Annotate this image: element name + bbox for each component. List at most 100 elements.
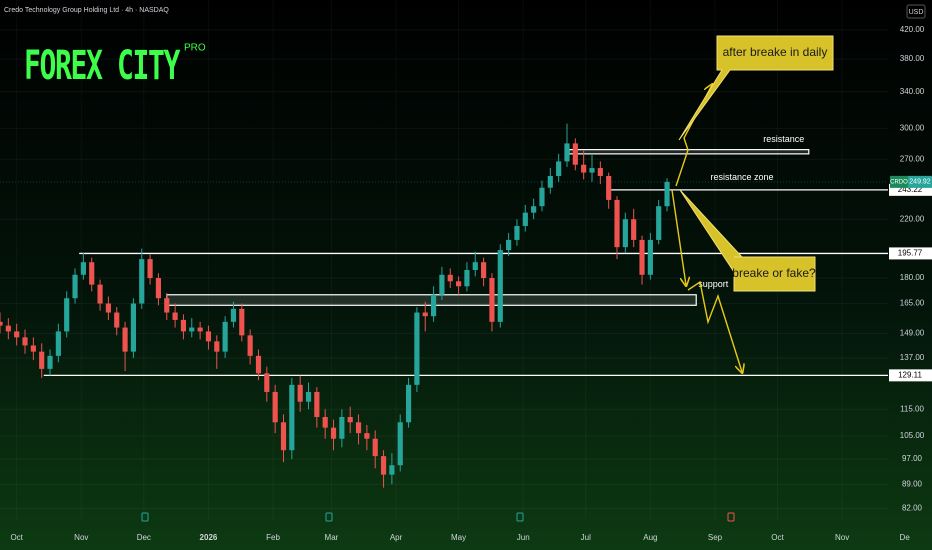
event-icon bbox=[325, 512, 333, 522]
candle-body bbox=[506, 239, 512, 251]
candle-body bbox=[97, 284, 103, 304]
candle-body bbox=[189, 327, 195, 332]
currency: USD bbox=[909, 9, 924, 16]
price-tag-label: 129.11 bbox=[898, 370, 922, 379]
candle-body bbox=[405, 384, 412, 423]
candle-body bbox=[172, 312, 178, 320]
candle-body bbox=[264, 373, 270, 392]
candle-body bbox=[14, 331, 20, 338]
callout-box bbox=[679, 189, 816, 292]
logo-badge: PRO bbox=[184, 43, 206, 54]
candle-body bbox=[155, 278, 162, 299]
candle-body bbox=[22, 337, 28, 346]
symbol-tag-label: CRDO bbox=[890, 179, 908, 185]
candle-body bbox=[255, 355, 262, 374]
x-tick-label: Mar bbox=[325, 533, 339, 542]
candle-body bbox=[481, 262, 487, 279]
candle-body bbox=[47, 355, 53, 369]
candle-body bbox=[222, 321, 228, 352]
candle-body bbox=[614, 199, 620, 248]
axes: 420.00 380.00 340.00 300.00 270.00 220.00 180.… bbox=[10, 25, 932, 542]
candle-body bbox=[330, 427, 337, 439]
x-tick-label: Oct bbox=[10, 533, 23, 542]
candle-body bbox=[289, 384, 295, 451]
candle-body bbox=[664, 181, 670, 207]
candle-body bbox=[272, 391, 278, 423]
y-tick-label: 82.00 bbox=[902, 503, 923, 512]
arrow-down-2 bbox=[687, 280, 742, 372]
candle-body bbox=[247, 335, 253, 356]
candle-body bbox=[472, 262, 478, 270]
candle-body bbox=[414, 312, 420, 385]
event-markers bbox=[141, 512, 735, 522]
x-tick-label: Nov bbox=[74, 533, 88, 542]
last-price-tag bbox=[908, 175, 932, 188]
candle-body bbox=[364, 433, 370, 439]
grid bbox=[0, 0, 888, 520]
candle-body bbox=[64, 298, 70, 332]
y-tick-label: 340.00 bbox=[900, 87, 925, 96]
y-tick-label: 137.00 bbox=[900, 353, 925, 362]
candle-body bbox=[430, 294, 437, 317]
candle-body bbox=[647, 239, 653, 275]
y-tick-label: 380.00 bbox=[900, 54, 925, 63]
candle-body bbox=[355, 422, 362, 434]
y-tick-label: 149.00 bbox=[900, 328, 925, 337]
candle-body bbox=[456, 281, 462, 287]
x-tick-label: May bbox=[451, 533, 466, 542]
candle-body bbox=[122, 327, 128, 352]
candle-body bbox=[622, 219, 628, 248]
candle-body bbox=[197, 327, 203, 332]
candle-body bbox=[597, 168, 603, 176]
candle-body bbox=[447, 274, 453, 282]
logo: FOREX CITY bbox=[24, 43, 180, 89]
candle-body bbox=[606, 175, 612, 200]
price-tag bbox=[889, 247, 932, 260]
candle-body bbox=[305, 391, 312, 402]
candle-body bbox=[564, 143, 570, 162]
candle-body bbox=[180, 319, 187, 332]
callout-text: breake or fake? bbox=[732, 266, 816, 280]
last-price-label: 249.92 bbox=[909, 179, 931, 186]
currency-box bbox=[906, 4, 926, 19]
candle-body bbox=[397, 422, 403, 466]
candle-body bbox=[589, 168, 595, 173]
candles bbox=[0, 123, 670, 488]
candle-body bbox=[522, 212, 528, 226]
candle-body bbox=[72, 274, 78, 299]
candle-body bbox=[80, 262, 86, 275]
candle-body bbox=[55, 331, 61, 356]
candle-body bbox=[0, 321, 3, 326]
price-tag bbox=[889, 369, 932, 382]
candle-body bbox=[280, 422, 287, 451]
x-tick-label: Apr bbox=[390, 533, 403, 542]
candle-body bbox=[322, 417, 328, 428]
x-tick-label: Aug bbox=[643, 533, 657, 542]
candle-body bbox=[105, 303, 111, 313]
zone-label: resistance bbox=[763, 134, 804, 144]
candle-body bbox=[581, 164, 587, 173]
callout: after breake in daily bbox=[678, 35, 834, 141]
callout-box bbox=[678, 35, 834, 141]
y-tick-label: 89.00 bbox=[902, 479, 923, 488]
y-tick-label: 105.00 bbox=[900, 431, 925, 440]
candle-body bbox=[314, 391, 320, 418]
candle-body bbox=[5, 325, 11, 332]
candle-body bbox=[464, 269, 470, 287]
x-tick-label: Dec bbox=[137, 533, 151, 542]
x-tick-label: Feb bbox=[266, 533, 280, 542]
price-tag-label: 243.22 bbox=[898, 185, 923, 194]
y-tick-label: 420.00 bbox=[900, 25, 925, 34]
x-tick-label: Sep bbox=[708, 533, 723, 542]
price-tag-label: 195.77 bbox=[898, 249, 923, 258]
candle-body bbox=[147, 259, 153, 279]
candle-body bbox=[639, 239, 645, 275]
candle-body bbox=[230, 308, 237, 322]
candle-body bbox=[422, 312, 428, 317]
symbol-tag bbox=[890, 175, 908, 188]
candle-body bbox=[514, 225, 520, 240]
candle-body bbox=[389, 465, 395, 475]
candle-body bbox=[164, 298, 170, 313]
